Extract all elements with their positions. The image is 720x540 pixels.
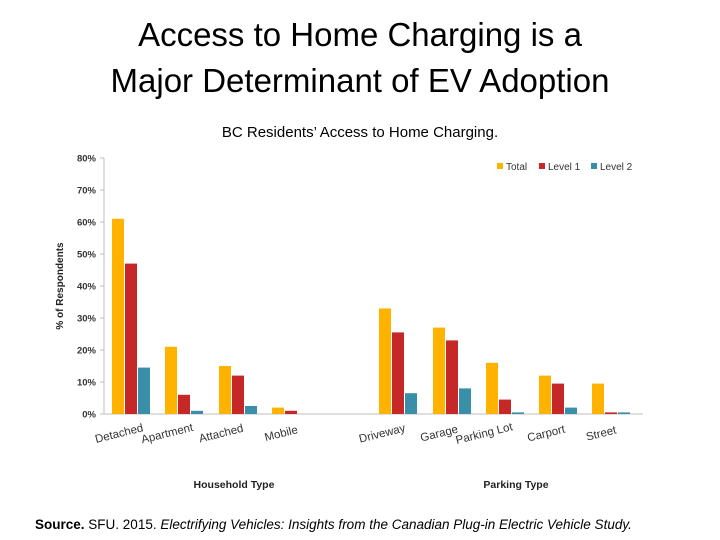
x-tick-label: Garage bbox=[419, 424, 459, 445]
bar-level-1-detached bbox=[125, 263, 137, 414]
y-tick-label: 30% bbox=[77, 314, 97, 325]
x-tick-label: Apartment bbox=[140, 422, 195, 447]
bar-level-2-attached bbox=[245, 406, 257, 414]
chart-title: BC Residents’ Access to Home Charging. bbox=[221, 124, 499, 141]
x-tick-label: Driveway bbox=[358, 422, 407, 445]
bar-total-mobile bbox=[272, 407, 284, 414]
bar-level-2-apartment bbox=[191, 410, 203, 414]
legend-swatch-level-2 bbox=[591, 163, 597, 169]
source-publication: Electrifying Vehicles: Insights from the… bbox=[160, 517, 632, 532]
legend-label: Level 1 bbox=[548, 162, 581, 173]
legend-swatch-level-1 bbox=[539, 163, 545, 169]
y-tick-label: 10% bbox=[77, 378, 97, 389]
slide-title-line-1: Access to Home Charging is a bbox=[138, 16, 582, 53]
bar-total-street bbox=[592, 383, 604, 414]
bar-level-1-parking-lot bbox=[499, 399, 511, 414]
y-axis-title: % of Respondents bbox=[55, 242, 66, 330]
bar-level-1-street bbox=[605, 412, 617, 414]
x-tick-label: Attached bbox=[198, 423, 245, 446]
group-label: Household Type bbox=[194, 479, 275, 491]
group-label: Parking Type bbox=[483, 479, 548, 491]
bar-level-2-parking-lot bbox=[512, 412, 524, 414]
x-tick-label: Parking Lot bbox=[455, 421, 515, 447]
x-tick-label: Mobile bbox=[263, 424, 299, 444]
legend-label: Total bbox=[506, 162, 527, 173]
bar-level-2-carport bbox=[565, 407, 577, 414]
bar-total-driveway bbox=[379, 308, 391, 414]
y-tick-label: 40% bbox=[77, 282, 97, 293]
bar-level-2-detached bbox=[138, 367, 150, 414]
bar-total-carport bbox=[539, 375, 551, 414]
bar-level-2-street bbox=[618, 412, 630, 414]
bar-total-detached bbox=[112, 218, 124, 414]
bar-level-2-driveway bbox=[405, 393, 417, 414]
bar-chart: 0% 10% 20% 30% 40% 50% 60% 70% 80% % of Responden… bbox=[55, 154, 643, 491]
bar-level-2-garage bbox=[459, 388, 471, 414]
y-tick-label: 0% bbox=[82, 410, 96, 421]
bar-total-attached bbox=[219, 366, 231, 414]
legend-label: Level 2 bbox=[600, 162, 633, 173]
source-citation: Source. SFU. 2015. Electrifying Vehicles… bbox=[35, 517, 632, 532]
x-tick-label: Detached bbox=[94, 422, 145, 446]
legend-swatch-total bbox=[497, 163, 503, 169]
bar-level-1-mobile bbox=[285, 410, 297, 414]
source-label: Source. bbox=[35, 517, 85, 532]
bar-level-1-carport bbox=[552, 383, 564, 414]
bar-level-1-garage bbox=[446, 340, 458, 414]
bar-total-apartment bbox=[165, 346, 177, 414]
slide-title-line-2: Major Determinant of EV Adoption bbox=[110, 62, 610, 99]
y-tick-label: 50% bbox=[77, 250, 97, 261]
bar-total-parking-lot bbox=[486, 362, 498, 414]
y-tick-label: 80% bbox=[77, 154, 97, 165]
x-tick-label: Carport bbox=[526, 423, 567, 444]
bar-level-1-attached bbox=[232, 375, 244, 414]
bar-total-garage bbox=[433, 327, 445, 414]
y-tick-label: 20% bbox=[77, 346, 97, 357]
slide-title: Access to Home Charging is a Major Deter… bbox=[0, 12, 720, 104]
y-tick-label: 70% bbox=[77, 186, 97, 197]
y-tick-label: 60% bbox=[77, 218, 97, 229]
x-tick-label: Street bbox=[585, 424, 618, 443]
source-text: SFU. 2015. bbox=[88, 517, 157, 532]
bar-level-1-apartment bbox=[178, 394, 190, 414]
bar-level-1-driveway bbox=[392, 332, 404, 414]
